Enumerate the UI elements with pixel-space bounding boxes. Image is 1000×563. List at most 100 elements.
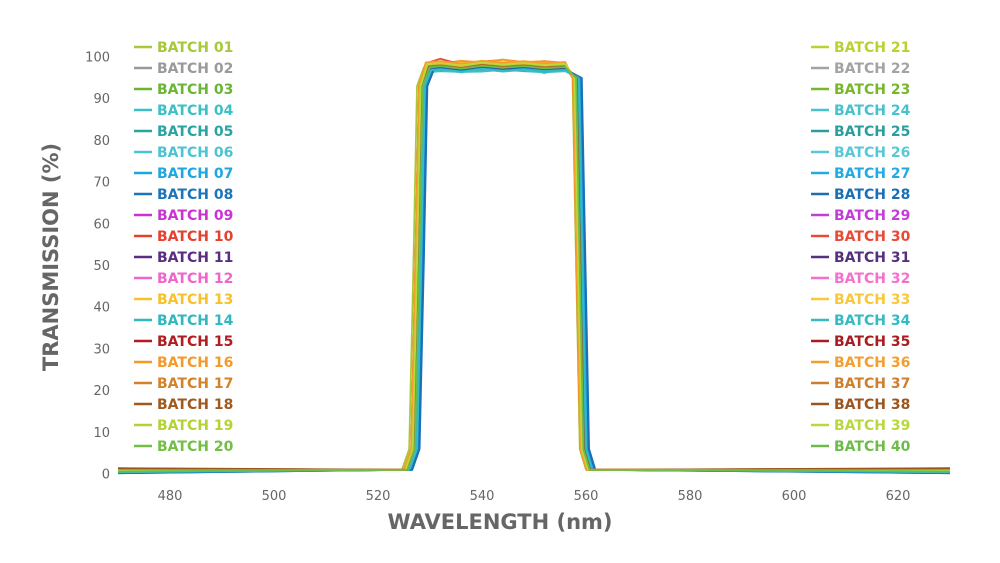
legend-label: BATCH 12 <box>157 271 233 287</box>
series-line-23 <box>117 64 951 472</box>
series-line-12 <box>117 63 951 472</box>
x-axis-ticks: 480 500 520 540 560 580 600 620 <box>158 489 911 504</box>
series-line-27 <box>117 67 951 474</box>
x-tick-label: 480 <box>158 489 183 504</box>
legend-label: BATCH 26 <box>834 145 910 161</box>
series-line-35 <box>117 63 951 472</box>
legend-item: BATCH 40 <box>811 439 911 455</box>
legend-item: BATCH 21 <box>811 40 910 56</box>
x-axis-title: WAVELENGTH (nm) <box>387 510 612 534</box>
y-tick-label: 60 <box>93 217 110 232</box>
legend-label: BATCH 29 <box>834 208 910 224</box>
series-line-39 <box>117 61 951 472</box>
legend-label: BATCH 32 <box>834 271 910 287</box>
legend-label: BATCH 17 <box>157 376 233 392</box>
series-line-17 <box>118 63 950 471</box>
legend-item: BATCH 13 <box>134 292 233 308</box>
legend-item: BATCH 35 <box>811 334 910 350</box>
x-tick-label: 560 <box>574 489 599 504</box>
legend-item: BATCH 06 <box>134 145 233 161</box>
legend-label: BATCH 06 <box>157 145 233 161</box>
legend-label: BATCH 35 <box>834 334 910 350</box>
legend-label: BATCH 08 <box>157 187 233 203</box>
y-tick-label: 80 <box>93 134 110 149</box>
series-line-10 <box>118 59 950 471</box>
y-axis-title: TRANSMISSION (%) <box>39 143 63 371</box>
y-tick-label: 20 <box>93 384 110 399</box>
series-line-05 <box>117 67 951 472</box>
legend-label: BATCH 20 <box>157 439 234 455</box>
series-line-32 <box>117 63 951 472</box>
series-line-11 <box>117 65 951 473</box>
legend-item: BATCH 38 <box>811 397 910 413</box>
legend-label: BATCH 28 <box>834 187 910 203</box>
series-line-21 <box>118 61 950 471</box>
legend-label: BATCH 05 <box>157 124 233 140</box>
y-tick-label: 40 <box>93 301 110 316</box>
legend-label: BATCH 13 <box>157 292 233 308</box>
legend-item: BATCH 02 <box>134 61 233 77</box>
legend-item: BATCH 27 <box>811 166 910 182</box>
legend-item: BATCH 29 <box>811 208 910 224</box>
legend-item: BATCH 23 <box>811 82 910 98</box>
legend-item: BATCH 09 <box>134 208 233 224</box>
legend-label: BATCH 36 <box>834 355 910 371</box>
legend-item: BATCH 11 <box>134 250 233 266</box>
x-tick-label: 500 <box>262 489 287 504</box>
legend-item: BATCH 24 <box>811 103 911 119</box>
legend-label: BATCH 18 <box>157 397 233 413</box>
series-line-37 <box>118 63 950 471</box>
legend-item: BATCH 01 <box>134 40 233 56</box>
y-tick-label: 100 <box>85 51 110 66</box>
legend: BATCH 01 BATCH 02 BATCH 03 BATCH 04 BATCH 05… <box>134 40 911 455</box>
x-tick-label: 580 <box>678 489 703 504</box>
y-tick-label: 90 <box>93 92 110 107</box>
legend-label: BATCH 11 <box>157 250 233 266</box>
y-tick-label: 0 <box>102 468 110 483</box>
legend-item: BATCH 34 <box>811 313 911 329</box>
legend-item: BATCH 14 <box>134 313 234 329</box>
series-line-20 <box>117 65 951 473</box>
legend-item: BATCH 12 <box>134 271 233 287</box>
y-tick-label: 30 <box>93 342 110 357</box>
legend-label: BATCH 04 <box>157 103 234 119</box>
legend-label: BATCH 02 <box>157 61 233 77</box>
legend-item: BATCH 05 <box>134 124 233 140</box>
legend-label: BATCH 27 <box>834 166 910 182</box>
x-tick-label: 520 <box>366 489 391 504</box>
series-line-08 <box>117 66 951 475</box>
legend-label: BATCH 01 <box>157 40 233 56</box>
series-line-22 <box>117 66 951 473</box>
legend-label: BATCH 40 <box>834 439 911 455</box>
legend-label: BATCH 14 <box>157 313 234 329</box>
legend-label: BATCH 38 <box>834 397 910 413</box>
series-line-36 <box>117 59 951 471</box>
series-line-06 <box>117 64 951 472</box>
legend-item: BATCH 10 <box>134 229 234 245</box>
legend-label: BATCH 09 <box>157 208 233 224</box>
series-line-40 <box>117 64 951 473</box>
legend-item: BATCH 03 <box>134 82 233 98</box>
y-tick-label: 70 <box>93 176 110 191</box>
legend-item: BATCH 16 <box>134 355 233 371</box>
legend-label: BATCH 10 <box>157 229 234 245</box>
legend-item: BATCH 04 <box>134 103 234 119</box>
legend-item: BATCH 15 <box>134 334 233 350</box>
series-line-13 <box>117 59 951 471</box>
legend-item: BATCH 25 <box>811 124 910 140</box>
series-line-19 <box>117 61 951 472</box>
series-line-25 <box>117 66 951 472</box>
legend-item: BATCH 28 <box>811 187 910 203</box>
legend-label: BATCH 07 <box>157 166 233 182</box>
legend-label: BATCH 34 <box>834 313 911 329</box>
legend-label: BATCH 15 <box>157 334 233 350</box>
legend-label: BATCH 30 <box>834 229 911 245</box>
legend-item: BATCH 30 <box>811 229 911 245</box>
series-line-09 <box>117 62 951 472</box>
legend-label: BATCH 25 <box>834 124 910 140</box>
series-line-31 <box>117 65 951 473</box>
series-line-16 <box>117 58 951 471</box>
legend-item: BATCH 31 <box>811 250 910 266</box>
legend-label: BATCH 39 <box>834 418 910 434</box>
